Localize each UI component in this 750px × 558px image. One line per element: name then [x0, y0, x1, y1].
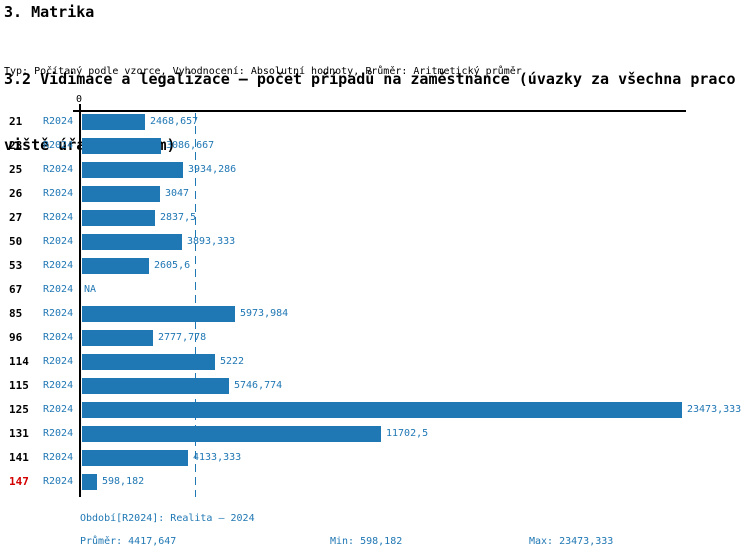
value-label: 2777,778 [158, 332, 207, 343]
chart-meta: Typ: Počítaný podle vzorce, Vyhodnocení:… [4, 66, 522, 77]
bar [82, 210, 155, 226]
series-label: R2024 [43, 164, 74, 175]
bar [82, 426, 381, 442]
category-label: 114 [9, 355, 29, 368]
value-label: 598,182 [102, 476, 145, 487]
category-label: 115 [9, 379, 29, 392]
category-label: 131 [9, 427, 29, 440]
chart-row: 53 R2024 2605,6 [0, 254, 750, 278]
series-label: R2024 [43, 428, 74, 439]
category-label: 141 [9, 451, 29, 464]
chart-title-line1: 3.2 Vidimace a legalizace – počet případ… [4, 70, 736, 88]
chart-row: 26 R2024 3047 [0, 182, 750, 206]
series-label: R2024 [43, 188, 74, 199]
chart-row: 147 R2024 598,182 [0, 470, 750, 494]
average-marker-line [195, 113, 196, 497]
chart-row: 141 R2024 4133,333 [0, 446, 750, 470]
series-label: R2024 [43, 404, 74, 415]
value-label: 11702,5 [386, 428, 429, 439]
stat-min: Min: 598,182 [330, 536, 403, 547]
period-legend: Období[R2024]: Realita – 2024 [80, 513, 255, 524]
value-label: 3086,667 [166, 140, 215, 151]
series-label: R2024 [43, 212, 74, 223]
category-label: 23 [9, 139, 23, 152]
bar [82, 162, 183, 178]
bar [82, 330, 153, 346]
category-label: 125 [9, 403, 29, 416]
bar [82, 234, 182, 250]
bar [82, 114, 145, 130]
chart-row: 96 R2024 2777,778 [0, 326, 750, 350]
bar [82, 138, 161, 154]
series-label: R2024 [43, 356, 74, 367]
value-label: 3047 [165, 188, 190, 199]
series-label: R2024 [43, 476, 74, 487]
category-label: 27 [9, 211, 23, 224]
category-label: 85 [9, 307, 23, 320]
bar [82, 474, 97, 490]
category-label: 50 [9, 235, 23, 248]
bar [82, 258, 149, 274]
chart-row: 115 R2024 5746,774 [0, 374, 750, 398]
series-label: R2024 [43, 308, 74, 319]
category-label: 67 [9, 283, 23, 296]
chart-row: 23 R2024 3086,667 [0, 134, 750, 158]
bar [82, 378, 229, 394]
category-label: 26 [9, 187, 23, 200]
chart-row: 21 R2024 2468,657 [0, 110, 750, 134]
x-axis-zero-label: 0 [76, 94, 83, 105]
category-label: 96 [9, 331, 23, 344]
category-label: 53 [9, 259, 23, 272]
series-label: R2024 [43, 236, 74, 247]
value-label: 5222 [220, 356, 245, 367]
x-axis-line [73, 110, 686, 112]
chart-rows: 21 R2024 2468,657 23 R2024 3086,667 25 R2024 393… [0, 110, 750, 494]
bar [82, 354, 215, 370]
value-label: 2605,6 [154, 260, 191, 271]
chart-row: 67 R2024 NA [0, 278, 750, 302]
value-label: 5746,774 [234, 380, 283, 391]
category-label: 21 [9, 115, 23, 128]
series-label: R2024 [43, 140, 74, 151]
value-label: 5973,984 [240, 308, 289, 319]
value-label: 2837,5 [160, 212, 197, 223]
y-axis-line [79, 104, 81, 497]
series-label: R2024 [43, 116, 74, 127]
value-label: 4133,333 [193, 452, 242, 463]
value-label: 3934,286 [188, 164, 237, 175]
chart-row: 25 R2024 3934,286 [0, 158, 750, 182]
bar [82, 306, 235, 322]
section-title: 3. Matrika [4, 3, 95, 21]
bar [82, 186, 160, 202]
chart-row: 131 R2024 11702,5 [0, 422, 750, 446]
chart-row: 114 R2024 5222 [0, 350, 750, 374]
value-label: 23473,333 [687, 404, 742, 415]
series-label: R2024 [43, 332, 74, 343]
stat-max: Max: 23473,333 [529, 536, 614, 547]
chart-row: 27 R2024 2837,5 [0, 206, 750, 230]
value-label: NA [84, 284, 97, 295]
category-label: 25 [9, 163, 23, 176]
stat-average: Průměr: 4417,647 [80, 536, 177, 547]
chart-row: 125 R2024 23473,333 [0, 398, 750, 422]
series-label: R2024 [43, 260, 74, 271]
bar [82, 402, 682, 418]
chart-row: 85 R2024 5973,984 [0, 302, 750, 326]
value-label: 2468,657 [150, 116, 199, 127]
bar [82, 450, 188, 466]
chart-row: 50 R2024 3893,333 [0, 230, 750, 254]
series-label: R2024 [43, 452, 74, 463]
category-label: 147 [9, 475, 29, 488]
series-label: R2024 [43, 284, 74, 295]
value-label: 3893,333 [187, 236, 236, 247]
series-label: R2024 [43, 380, 74, 391]
